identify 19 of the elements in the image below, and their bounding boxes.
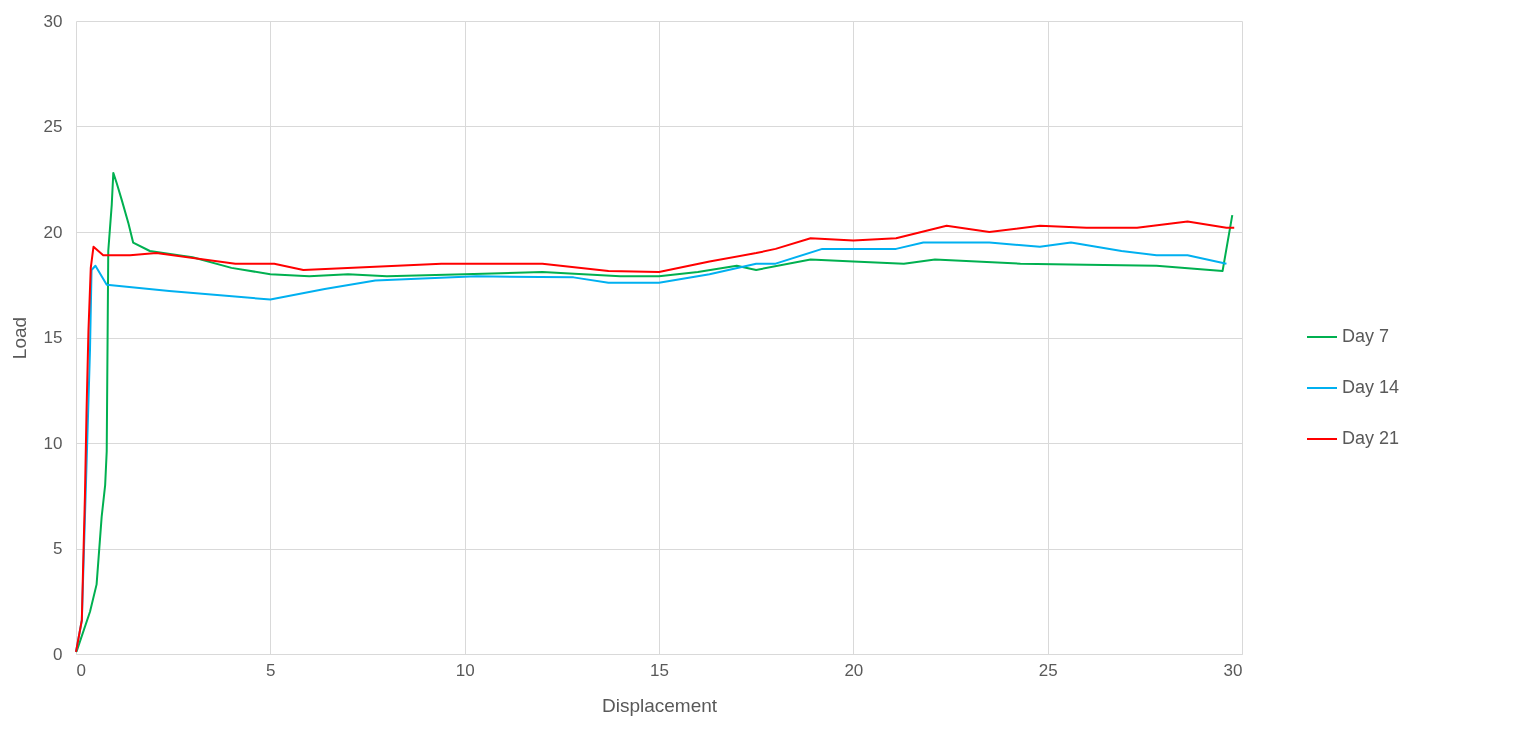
x-tick-label: 0 [76,660,86,680]
legend-label: Day 14 [1342,377,1400,397]
y-tick-label: 15 [43,328,63,347]
x-tick-label: 15 [650,660,669,680]
y-tick-label: 20 [43,222,63,242]
legend-label: Day 21 [1342,428,1400,448]
y-axis-title: Load [8,316,30,360]
y-tick-label: 30 [43,11,63,31]
x-tick-label: 5 [266,660,276,680]
y-tick-label: 0 [53,644,63,664]
x-tick-label: 20 [844,660,864,680]
x-tick-label: 30 [1223,660,1243,680]
y-tick-label: 25 [43,117,63,136]
y-tick-label: 5 [53,539,63,558]
x-axis-title: Displacement [601,694,718,716]
x-tick-label: 25 [1038,660,1058,680]
y-tick-label: 10 [43,433,63,453]
legend-label: Day 7 [1342,326,1390,346]
x-tick-label: 10 [455,660,475,680]
